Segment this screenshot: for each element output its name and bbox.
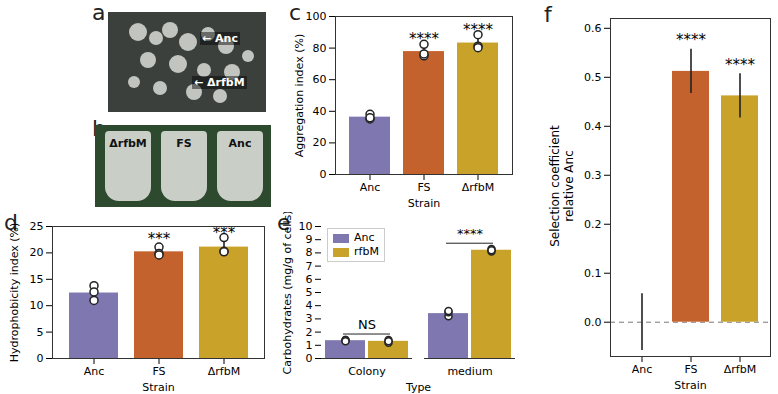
svg-text:Anc: Anc: [84, 365, 105, 378]
svg-text:20: 20: [30, 246, 44, 259]
svg-text:6: 6: [306, 273, 313, 286]
svg-text:ΔrfbM: ΔrfbM: [208, 365, 240, 378]
svg-text:0.5: 0.5: [584, 71, 602, 84]
svg-text:Aggregation index (%): Aggregation index (%): [293, 34, 306, 157]
svg-text:2: 2: [306, 326, 313, 339]
svg-text:25: 25: [30, 220, 44, 233]
svg-text:40: 40: [313, 105, 327, 118]
svg-text:100: 100: [306, 10, 327, 23]
svg-text:****: ****: [725, 56, 756, 74]
svg-text:Type: Type: [405, 381, 431, 394]
svg-text:ΔrfbM: ΔrfbM: [724, 363, 756, 376]
svg-text:Anc: Anc: [360, 181, 381, 194]
svg-text:3: 3: [306, 312, 313, 325]
svg-text:1: 1: [306, 339, 313, 352]
svg-text:****: ****: [409, 30, 440, 48]
svg-text:****: ****: [463, 21, 494, 39]
svg-text:****: ****: [676, 31, 707, 49]
svg-text:FS: FS: [417, 181, 430, 194]
svg-text:0: 0: [37, 352, 44, 365]
svg-text:FS: FS: [152, 365, 165, 378]
svg-text:10: 10: [299, 220, 313, 233]
svg-text:0.1: 0.1: [584, 267, 602, 280]
svg-text:NS: NS: [358, 317, 376, 332]
svg-text:4: 4: [306, 299, 313, 312]
svg-text:8: 8: [306, 246, 313, 259]
svg-text:medium: medium: [447, 365, 492, 378]
svg-text:60: 60: [313, 73, 327, 86]
svg-text:0: 0: [320, 168, 327, 181]
svg-text:20: 20: [313, 136, 327, 149]
svg-text:0: 0: [306, 352, 313, 365]
svg-text:5: 5: [37, 326, 44, 339]
svg-text:ΔrfbM: ΔrfbM: [462, 181, 494, 194]
svg-text:9: 9: [306, 233, 313, 246]
svg-text:Carbohydrates (mg/g of cells): Carbohydrates (mg/g of cells): [281, 212, 294, 374]
svg-text:Strain: Strain: [142, 381, 175, 394]
svg-text:7: 7: [306, 260, 313, 273]
svg-text:Anc: Anc: [632, 363, 653, 376]
svg-text:0.0: 0.0: [584, 316, 602, 329]
svg-text:0.4: 0.4: [584, 120, 602, 133]
svg-text:Strain: Strain: [674, 379, 707, 392]
svg-text:FS: FS: [684, 363, 697, 376]
svg-text:15: 15: [30, 273, 44, 286]
svg-text:***: ***: [148, 230, 171, 248]
svg-text:****: ****: [457, 226, 484, 241]
svg-text:Colony: Colony: [348, 365, 386, 378]
svg-text:10: 10: [30, 299, 44, 312]
svg-text:Strain: Strain: [408, 197, 441, 210]
svg-text:5: 5: [306, 286, 313, 299]
svg-text:0.3: 0.3: [584, 169, 602, 182]
svg-text:80: 80: [313, 42, 327, 55]
svg-text:0.2: 0.2: [584, 218, 602, 231]
svg-text:0.6: 0.6: [584, 22, 602, 35]
svg-text:Hydrophobicity index (%): Hydrophobicity index (%): [8, 223, 21, 363]
